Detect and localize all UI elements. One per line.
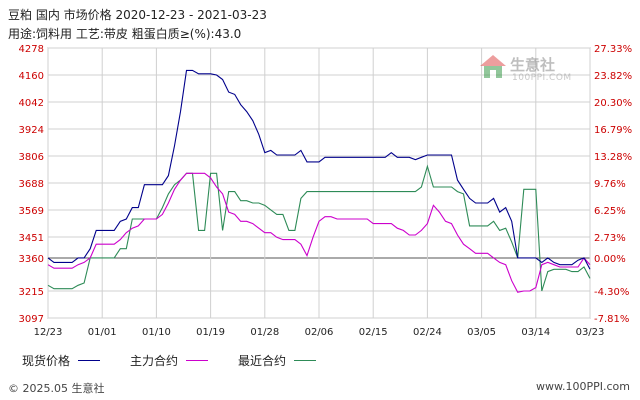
legend-swatch-recent <box>294 360 317 361</box>
y-tick-label-left: 3360 <box>19 254 44 265</box>
x-tick-label: 03/05 <box>467 327 496 338</box>
series-line-main <box>47 172 591 293</box>
legend-swatch-price <box>78 360 101 361</box>
legend-item-price: 现货价格 <box>22 352 101 369</box>
y-tick-label-left: 3451 <box>19 233 44 244</box>
x-tick-label: 01/01 <box>88 327 117 338</box>
y-tick-label-right: 2.73% <box>594 233 626 244</box>
x-tick-label: 01/28 <box>250 327 279 338</box>
footer-site: www.100PPI.com <box>536 380 630 393</box>
logo-url: 100PPI.COM <box>512 73 572 83</box>
y-tick-label-left: 3924 <box>19 125 44 136</box>
logo-text: 生意社 <box>510 56 556 74</box>
footer-copyright: © 2025.05 生意社 <box>8 382 105 395</box>
chart-legend: 现货价格 主力合约 最近合约 <box>22 352 330 369</box>
x-tick-label: 03/23 <box>576 327 605 338</box>
legend-label-main: 主力合约 <box>130 354 179 368</box>
y-tick-label-right: 23.82% <box>594 71 632 82</box>
legend-label-recent: 最近合约 <box>238 354 287 368</box>
x-tick-label: 02/06 <box>305 327 334 338</box>
series-line-recent <box>47 164 591 292</box>
y-tick-label-left: 4278 <box>19 44 44 55</box>
y-tick-label-left: 3806 <box>19 152 44 163</box>
x-tick-label: 01/10 <box>142 327 171 338</box>
y-tick-label-right: 20.30% <box>594 98 632 109</box>
series-line-price <box>47 69 591 270</box>
y-tick-label-left: 3688 <box>19 179 44 190</box>
legend-item-main: 主力合约 <box>130 352 209 369</box>
y-tick-label-right: -7.81% <box>594 314 629 325</box>
x-tick-label: 03/14 <box>521 327 550 338</box>
x-tick-label: 02/24 <box>413 327 442 338</box>
y-tick-label-right: 6.25% <box>594 206 626 217</box>
legend-label-price: 现货价格 <box>22 354 71 368</box>
y-tick-label-right: 0.00% <box>594 254 626 265</box>
y-tick-label-left: 4160 <box>19 71 44 82</box>
x-tick-label: 01/19 <box>196 327 225 338</box>
y-tick-label-right: 9.76% <box>594 179 626 190</box>
y-tick-label-right: 16.79% <box>594 125 632 136</box>
house-logo-icon <box>480 55 506 78</box>
x-tick-label: 12/23 <box>34 327 63 338</box>
y-tick-label-right: -4.30% <box>594 287 629 298</box>
chart-title: 豆粕 国内 市场价格 2020-12-23 - 2021-03-23 <box>8 8 267 22</box>
y-tick-label-left: 4042 <box>19 98 44 109</box>
legend-swatch-main <box>186 360 209 361</box>
watermark-logo: 生意社 100PPI.COM <box>478 52 598 92</box>
y-tick-label-left: 3215 <box>19 287 44 298</box>
legend-item-recent: 最近合约 <box>238 352 317 369</box>
y-tick-label-left: 3569 <box>19 206 44 217</box>
chart-subtitle: 用途:饲料用 工艺:带皮 粗蛋白质≥(%):43.0 <box>8 27 242 41</box>
y-tick-label-right: 13.28% <box>594 152 632 163</box>
y-tick-label-right: 27.33% <box>594 44 632 55</box>
x-tick-label: 02/15 <box>359 327 388 338</box>
y-tick-label-left: 3097 <box>19 314 44 325</box>
